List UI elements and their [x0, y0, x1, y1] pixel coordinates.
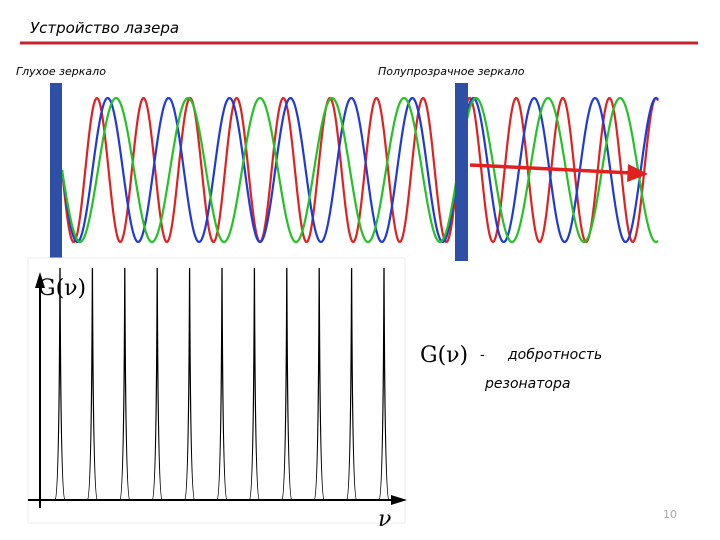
- peak: [151, 267, 163, 501]
- peak: [54, 267, 66, 501]
- x-axis-arrow: [391, 495, 407, 505]
- output-mirror: [455, 83, 468, 261]
- graph-area: [27, 257, 406, 524]
- caption-line1: добротность: [507, 347, 602, 363]
- caption-dash: -: [480, 348, 485, 363]
- left-mirror-label: Глухое зеркало: [16, 65, 106, 78]
- peak: [183, 267, 196, 501]
- peak: [86, 267, 99, 501]
- right-mirror-label: Полупрозрачное зеркало: [378, 65, 525, 78]
- peak: [248, 267, 261, 501]
- peak: [281, 267, 293, 501]
- page-number: 10: [663, 508, 677, 521]
- resonance-peaks: [54, 267, 390, 501]
- slide-title: Устройство лазера: [30, 19, 179, 37]
- peak: [216, 267, 228, 501]
- peak: [378, 267, 390, 501]
- beam-arrowhead: [627, 164, 648, 182]
- caption-symbol: G(ν): [420, 343, 468, 368]
- y-axis-arrow: [35, 272, 45, 288]
- peak: [119, 267, 131, 501]
- x-axis-label: ν: [378, 507, 391, 532]
- peak: [345, 267, 358, 501]
- y-axis-label: G(ν): [38, 276, 86, 301]
- wave-area: [64, 95, 658, 248]
- output-beam: [469, 163, 633, 175]
- waves: [60, 96, 659, 244]
- standing-wave: [60, 96, 659, 244]
- caption-line2: резонатора: [484, 376, 570, 392]
- back-mirror: [50, 83, 62, 261]
- peak: [313, 267, 325, 501]
- standing-wave: [60, 96, 659, 244]
